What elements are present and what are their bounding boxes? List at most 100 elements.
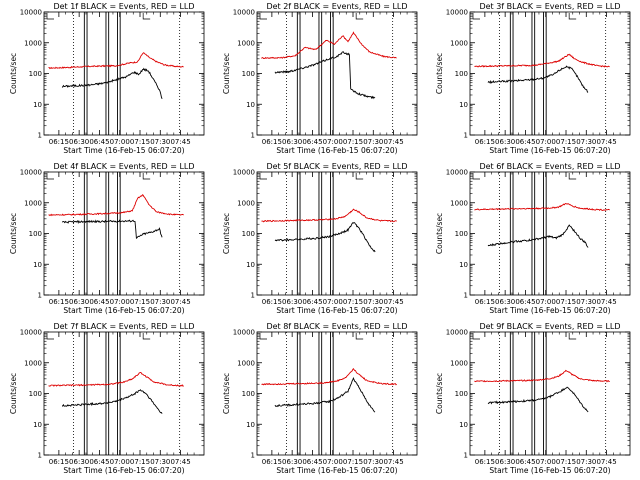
- x-tick-label: 07:15: [130, 298, 150, 306]
- x-tick-label: 07:00: [323, 298, 343, 306]
- corner-marker: [355, 333, 364, 340]
- corner-marker: [355, 173, 364, 180]
- panel-svg: Det 7f BLACK = Events, RED = LLD 1 10 100 10…: [9, 322, 205, 475]
- x-tick-label: 07:15: [343, 298, 363, 306]
- panel-svg: Det 2f BLACK = Events, RED = LLD 1 10 100 10…: [222, 2, 418, 155]
- corner-marker: [259, 13, 267, 20]
- x-axis-label: Start Time (16-Feb-15 06:07:20): [489, 466, 610, 475]
- corner-marker: [142, 173, 151, 180]
- x-tick-label: 06:45: [89, 458, 109, 466]
- y-tick-label: 10: [246, 421, 255, 429]
- x-tick-label: 06:45: [302, 138, 322, 146]
- y-tick-label: 10000: [233, 9, 255, 17]
- x-tick-label: 06:30: [282, 138, 302, 146]
- x-axis-label: Start Time (16-Feb-15 06:07:20): [276, 306, 397, 315]
- x-axis-label: Start Time (16-Feb-15 06:07:20): [276, 146, 397, 155]
- y-tick-label: 100: [29, 230, 42, 238]
- events-series-line: [61, 67, 163, 99]
- x-tick-label: 07:30: [150, 138, 170, 146]
- x-tick-label: 07:30: [576, 458, 596, 466]
- y-tick-label: 10000: [20, 329, 42, 337]
- detector-panel-9: Det 9f BLACK = Events, RED = LLD 1 10 100 10…: [426, 320, 639, 480]
- x-tick-label: 07:00: [110, 298, 130, 306]
- y-tick-label: 10000: [20, 169, 42, 177]
- panel-title: Det 1f BLACK = Events, RED = LLD: [53, 2, 194, 11]
- x-tick-label: 07:00: [323, 458, 343, 466]
- x-tick-label: 07:30: [576, 298, 596, 306]
- corner-marker: [142, 13, 151, 20]
- panel-title: Det 2f BLACK = Events, RED = LLD: [266, 2, 407, 11]
- y-tick-label: 10000: [446, 329, 468, 337]
- y-tick-label: 1: [464, 292, 468, 300]
- panel-title: Det 8f BLACK = Events, RED = LLD: [266, 322, 407, 331]
- y-tick-label: 1: [251, 452, 255, 460]
- detector-panel-8: Det 8f BLACK = Events, RED = LLD 1 10 100 10…: [213, 320, 426, 480]
- x-tick-label: 07:15: [556, 458, 576, 466]
- x-tick-label: 07:45: [170, 458, 190, 466]
- panel-svg: Det 3f BLACK = Events, RED = LLD 1 10 100 10…: [435, 2, 631, 155]
- corner-marker: [259, 333, 267, 340]
- panel-title: Det 4f BLACK = Events, RED = LLD: [53, 162, 194, 171]
- x-tick-label: 07:15: [130, 458, 150, 466]
- panel-title: Det 9f BLACK = Events, RED = LLD: [479, 322, 620, 331]
- y-axis-label: Counts/sec: [435, 373, 444, 414]
- x-tick-label: 06:45: [515, 458, 535, 466]
- y-tick-label: 10: [459, 101, 468, 109]
- events-series-line: [274, 221, 376, 253]
- lld-series-line: [48, 372, 184, 387]
- y-tick-label: 1: [464, 132, 468, 140]
- y-tick-label: 100: [29, 70, 42, 78]
- lld-series-line: [474, 203, 610, 211]
- detector-panel-1: Det 1f BLACK = Events, RED = LLD 1 10 100 10…: [0, 0, 213, 160]
- lld-series-line: [48, 194, 184, 217]
- y-tick-label: 100: [455, 70, 468, 78]
- lld-series-line: [261, 31, 397, 60]
- y-tick-label: 100: [242, 390, 255, 398]
- x-axis-label: Start Time (16-Feb-15 06:07:20): [63, 466, 184, 475]
- x-tick-label: 07:45: [596, 458, 616, 466]
- x-tick-label: 07:45: [596, 298, 616, 306]
- x-tick-label: 07:15: [343, 138, 363, 146]
- x-tick-label: 07:30: [363, 138, 383, 146]
- x-tick-label: 06:15: [262, 458, 282, 466]
- detector-panel-4: Det 4f BLACK = Events, RED = LLD 1 10 100 10…: [0, 160, 213, 320]
- x-tick-label: 07:15: [130, 138, 150, 146]
- y-axis-label: Counts/sec: [9, 213, 18, 254]
- lld-series-line: [474, 369, 610, 383]
- corner-marker: [46, 13, 54, 20]
- x-tick-label: 07:00: [323, 138, 343, 146]
- corner-marker: [46, 173, 54, 180]
- y-axis-label: Counts/sec: [222, 213, 231, 254]
- y-tick-label: 1: [38, 292, 42, 300]
- x-tick-label: 07:30: [363, 458, 383, 466]
- y-tick-label: 1000: [24, 199, 42, 207]
- x-tick-label: 07:15: [556, 298, 576, 306]
- x-tick-label: 06:45: [89, 298, 109, 306]
- y-axis-label: Counts/sec: [222, 53, 231, 94]
- detector-panel-5: Det 5f BLACK = Events, RED = LLD 1 10 100 10…: [213, 160, 426, 320]
- x-tick-label: 06:30: [495, 458, 515, 466]
- events-series-line: [62, 389, 163, 414]
- y-axis-label: Counts/sec: [9, 53, 18, 94]
- x-tick-label: 06:15: [49, 298, 69, 306]
- y-tick-label: 100: [29, 390, 42, 398]
- x-tick-label: 06:30: [282, 298, 302, 306]
- panel-title: Det 7f BLACK = Events, RED = LLD: [53, 322, 194, 331]
- x-tick-label: 06:45: [515, 138, 535, 146]
- x-tick-label: 07:30: [576, 138, 596, 146]
- y-axis-label: Counts/sec: [435, 213, 444, 254]
- y-tick-label: 10: [33, 261, 42, 269]
- y-tick-label: 1000: [450, 39, 468, 47]
- x-tick-label: 07:00: [536, 138, 556, 146]
- y-tick-label: 1000: [237, 199, 255, 207]
- y-tick-label: 100: [242, 230, 255, 238]
- y-tick-label: 1000: [24, 39, 42, 47]
- x-tick-label: 06:30: [495, 138, 515, 146]
- x-tick-label: 07:00: [536, 298, 556, 306]
- x-tick-label: 06:45: [302, 458, 322, 466]
- panel-svg: Det 6f BLACK = Events, RED = LLD 1 10 100 10…: [435, 162, 631, 315]
- x-tick-label: 07:15: [556, 138, 576, 146]
- x-tick-label: 07:45: [170, 298, 190, 306]
- y-tick-label: 100: [455, 230, 468, 238]
- x-tick-label: 06:30: [282, 458, 302, 466]
